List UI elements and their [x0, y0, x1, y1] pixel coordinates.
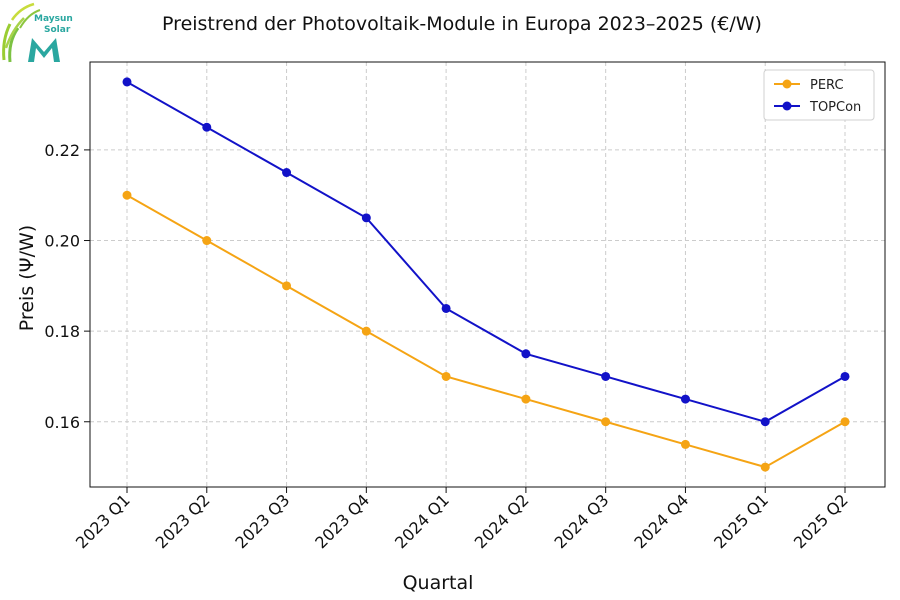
y-tick-label: 0.20	[44, 232, 80, 251]
sunburst-icon	[2, 2, 41, 63]
series-line-perc	[126, 194, 846, 469]
x-tick-label: 2024 Q1	[391, 490, 453, 552]
data-point-topcon	[122, 77, 132, 87]
data-point-perc	[282, 281, 292, 291]
plot-frame	[89, 61, 886, 488]
y-axis-label: Preis (Ψ/W)	[16, 225, 38, 331]
data-point-topcon	[680, 394, 690, 404]
y-tick-label: 0.18	[44, 322, 80, 341]
data-point-perc	[601, 417, 611, 427]
logo-line1: Maysun	[34, 14, 73, 24]
x-tick-label: 2024 Q4	[630, 490, 692, 552]
logo-line2: Solar	[44, 25, 71, 35]
data-point-perc	[361, 326, 371, 336]
series-line-topcon	[126, 81, 846, 423]
x-tick-label: 2025 Q1	[710, 490, 772, 552]
data-point-topcon	[840, 371, 850, 381]
data-point-topcon	[202, 122, 212, 132]
legend-label: TOPCon	[809, 100, 861, 115]
grid	[90, 62, 885, 487]
data-point-perc	[680, 439, 690, 449]
data-point-topcon	[760, 417, 770, 427]
legend-swatch-marker	[782, 101, 792, 111]
series-layer	[122, 77, 850, 472]
x-tick-label: 2023 Q4	[311, 490, 373, 552]
axis-ticks: 2023 Q1 2023 Q2 2023 Q3 2023 Q4 2024 Q1 2024 …	[44, 141, 851, 552]
data-point-perc	[760, 462, 770, 472]
legend-swatch-marker	[782, 79, 792, 89]
x-tick-label: 2024 Q2	[471, 490, 533, 552]
x-axis-label: Quartal	[403, 572, 474, 594]
legend-label: PERC	[810, 78, 844, 93]
data-point-perc	[840, 417, 850, 427]
chart-title: Preistrend der Photovoltaik-Module in Eu…	[162, 13, 762, 35]
x-tick-label: 2023 Q2	[152, 490, 214, 552]
data-point-topcon	[601, 371, 611, 381]
data-point-perc	[202, 236, 212, 246]
data-point-topcon	[441, 303, 451, 313]
x-tick-label: 2023 Q3	[231, 490, 293, 552]
data-point-topcon	[521, 349, 531, 359]
m-mark-icon	[28, 38, 60, 62]
data-point-topcon	[282, 168, 292, 178]
data-point-perc	[441, 371, 451, 381]
data-point-topcon	[361, 213, 371, 223]
y-tick-label: 0.16	[44, 413, 80, 432]
legend-box	[763, 69, 875, 121]
x-tick-label: 2023 Q1	[72, 490, 134, 552]
data-point-perc	[521, 394, 531, 404]
x-tick-label: 2025 Q2	[790, 490, 852, 552]
x-tick-label: 2024 Q3	[551, 490, 613, 552]
maysun-solar-logo: Maysun Solar	[2, 2, 73, 63]
data-point-perc	[122, 190, 132, 200]
y-tick-label: 0.22	[44, 141, 80, 160]
legend: PERC TOPCon	[763, 69, 875, 121]
